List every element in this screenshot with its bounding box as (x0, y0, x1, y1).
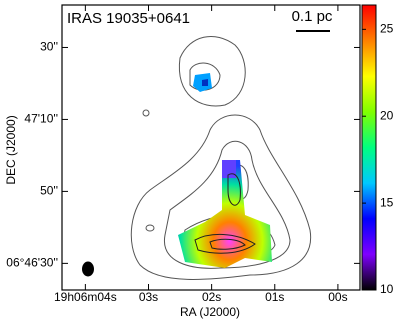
y-tick-label: 06°46'30'' (6, 256, 58, 270)
colorbar-tick-label: 25 (380, 22, 394, 36)
y-tick-label: 47'10'' (24, 112, 58, 126)
x-tick-label: 01s (265, 290, 284, 304)
colorbar-tick-label: 20 (380, 108, 394, 122)
x-axis-label: RA (J2000) (180, 305, 240, 319)
y-tick-label: 30'' (40, 40, 58, 54)
x-tick-label: 02s (202, 290, 221, 304)
y-axis-label: DEC (J2000) (4, 115, 18, 184)
chart-title: IRAS 19035+0641 (67, 10, 190, 27)
colorbar (361, 4, 377, 291)
x-tick-label: 00s (328, 290, 347, 304)
y-tick-label: 50'' (40, 184, 58, 198)
colorbar-tick-label: 10 (380, 282, 394, 296)
contours-over (194, 173, 256, 254)
beam (82, 261, 94, 277)
x-tick-label: 19h06m04s (54, 290, 117, 304)
colorbar-tick-label: 15 (380, 195, 394, 209)
x-tick-label: 03s (139, 290, 158, 304)
scale-label: 0.1 pc (292, 8, 333, 25)
